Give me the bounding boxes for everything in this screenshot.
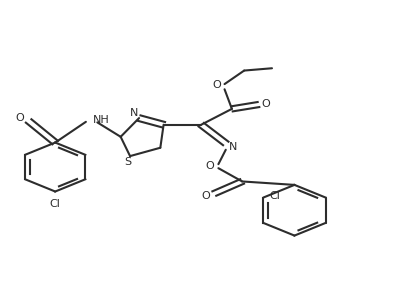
Text: O: O	[205, 162, 214, 171]
Text: Cl: Cl	[50, 199, 61, 209]
Text: N: N	[229, 142, 237, 152]
Text: NH: NH	[92, 115, 109, 125]
Text: Cl: Cl	[269, 191, 280, 201]
Text: O: O	[201, 191, 210, 201]
Text: N: N	[130, 108, 138, 118]
Text: S: S	[124, 158, 132, 167]
Text: O: O	[261, 99, 270, 109]
Text: O: O	[15, 113, 24, 123]
Text: O: O	[212, 80, 221, 90]
